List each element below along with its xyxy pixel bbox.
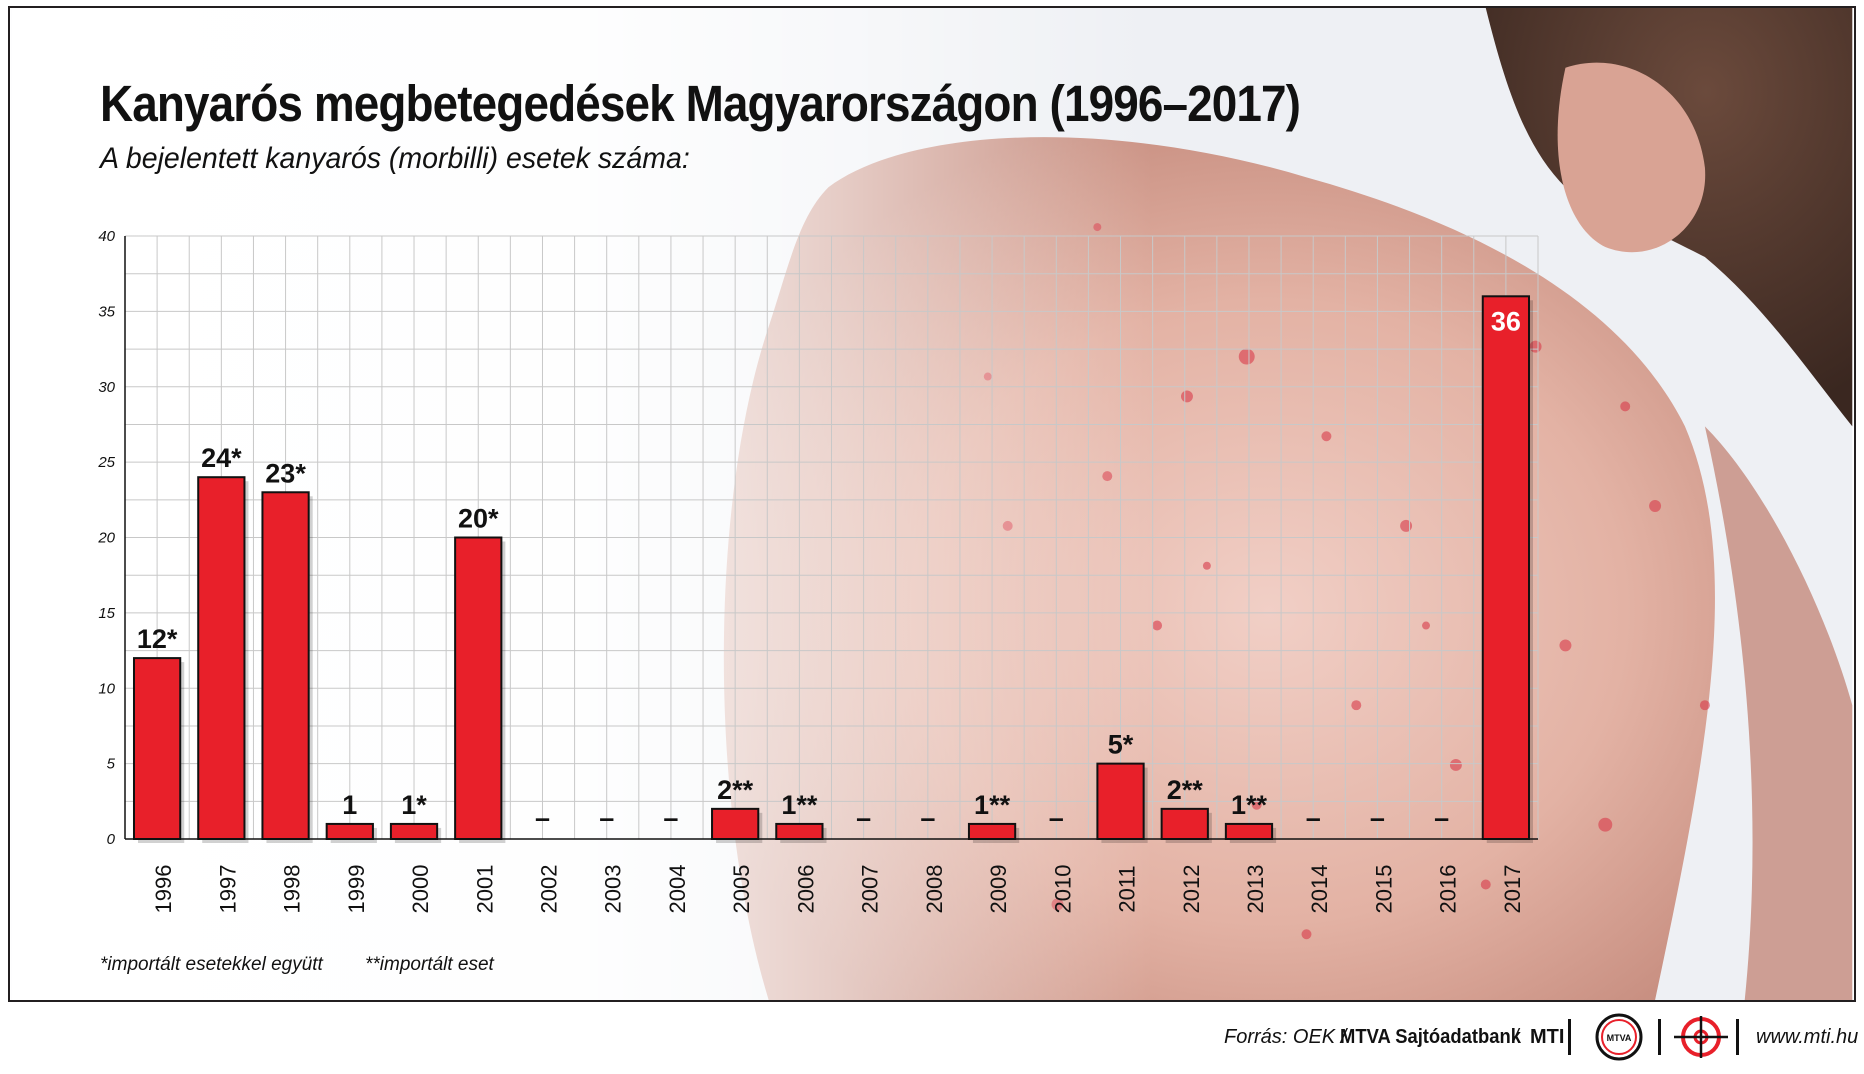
x-tick-label: 1996 (151, 865, 176, 914)
website-link[interactable]: www.mti.hu (1756, 1026, 1859, 1048)
source-separator: / (1513, 1026, 1519, 1048)
source-prefix: Forrás: OEK / (1224, 1026, 1347, 1048)
x-tick-label: 2006 (793, 865, 818, 914)
data-label: – (1434, 803, 1449, 833)
bar (261, 491, 310, 840)
bars (132, 295, 1534, 843)
bar (1096, 762, 1145, 840)
x-tick-label: 1999 (344, 865, 369, 914)
data-label: 24* (201, 443, 242, 473)
y-tick-label: 5 (107, 756, 116, 773)
chart-grid (124, 235, 1539, 840)
data-label: – (856, 803, 871, 833)
footer-divider (1736, 1019, 1739, 1055)
data-label: – (1306, 803, 1321, 833)
data-label: 1** (974, 790, 1011, 820)
chart-title: Kanyarós megbetegedések Magyarországon (… (100, 75, 1301, 132)
data-label: 2** (1167, 775, 1204, 805)
background-photo (11, 8, 1853, 1000)
x-tick-label: 2003 (601, 865, 626, 914)
bar (711, 807, 760, 840)
bar (1224, 822, 1274, 840)
chart-subtitle: A bejelentett kanyarós (morbilli) esetek… (100, 142, 690, 175)
x-tick-label: 2014 (1307, 865, 1332, 914)
footnote-imported-only: **importált eset (365, 954, 494, 975)
data-label: – (1049, 803, 1064, 833)
bar (1160, 807, 1209, 840)
x-tick-label: 2009 (986, 865, 1011, 914)
x-tick-label: 2008 (922, 865, 947, 914)
data-label: 1 (342, 790, 357, 820)
x-tick-label: 2011 (1115, 865, 1140, 912)
x-tick-label: 2012 (1179, 865, 1204, 914)
data-label: 12* (137, 624, 178, 654)
bar (389, 822, 439, 840)
footnote-imported-with: *importált esetekkel együtt (100, 954, 323, 975)
footer-divider (1658, 1019, 1661, 1055)
y-tick-label: 10 (98, 680, 115, 697)
x-tick-label: 2005 (729, 865, 754, 914)
data-label: 1** (781, 790, 818, 820)
bar (1481, 295, 1531, 840)
source-mti: MTI (1530, 1026, 1565, 1048)
y-tick-label: 20 (97, 530, 115, 547)
x-tick-label: 2007 (858, 865, 883, 914)
data-label: – (1370, 803, 1385, 833)
data-label: 23* (265, 458, 306, 488)
data-label: 2** (717, 775, 754, 805)
mti-logo-icon (1674, 1016, 1728, 1058)
data-label: – (535, 803, 550, 833)
bar (967, 822, 1017, 840)
bar-chart: 0 5 10 15 20 25 30 35 40 12* 24* 23* 1 1* 20* – – – 2** 1*… (97, 228, 1539, 914)
infographic-frame: Kanyarós megbetegedések Magyarországon (… (8, 6, 1856, 1002)
data-label: 1** (1231, 790, 1268, 820)
y-tick-label: 30 (98, 379, 115, 396)
x-tick-label: 2013 (1243, 865, 1268, 914)
data-label: 5* (1108, 730, 1134, 760)
x-axis: 1996 1997 1998 1999 2000 2001 2002 2003 2004 2005… (125, 838, 1538, 914)
data-label: – (599, 803, 614, 833)
footer-divider (1568, 1019, 1571, 1055)
data-label: 20* (458, 504, 499, 534)
x-tick-label: 2002 (536, 865, 561, 914)
x-tick-label: 2015 (1371, 865, 1396, 914)
value-labels: 12* 24* 23* 1 1* 20* – – – 2** 1** – – 1** – 5* 2** 1** – –… (137, 306, 1521, 833)
x-tick-label: 1998 (280, 865, 305, 914)
bar (775, 822, 824, 840)
x-tick-label: 2010 (1050, 865, 1075, 914)
data-label: 1* (401, 790, 427, 820)
y-tick-label: 35 (98, 303, 115, 320)
source-bank: MTVA Sajtóadatbank (1340, 1026, 1521, 1048)
y-tick-label: 40 (98, 228, 115, 245)
x-tick-label: 2016 (1436, 865, 1461, 914)
x-tick-label: 2017 (1500, 865, 1525, 914)
x-tick-label: 2001 (472, 865, 497, 914)
y-axis: 0 5 10 15 20 25 30 35 40 (97, 228, 126, 848)
data-label: – (920, 803, 935, 833)
y-tick-label: 0 (107, 831, 116, 848)
mtva-logo-text: MTVA (1607, 1033, 1632, 1043)
bar (132, 657, 182, 840)
bar (454, 536, 503, 840)
bar (197, 476, 246, 840)
data-label: – (663, 803, 678, 833)
data-label: 36 (1491, 306, 1521, 336)
y-tick-label: 15 (98, 605, 115, 622)
x-tick-label: 1997 (215, 865, 240, 914)
footer (0, 1002, 1864, 1074)
mtva-logo-icon: MTVA (1595, 1013, 1643, 1061)
bar (325, 822, 374, 840)
x-tick-label: 2004 (665, 865, 690, 914)
x-tick-label: 2000 (408, 865, 433, 914)
y-tick-label: 25 (97, 454, 115, 471)
